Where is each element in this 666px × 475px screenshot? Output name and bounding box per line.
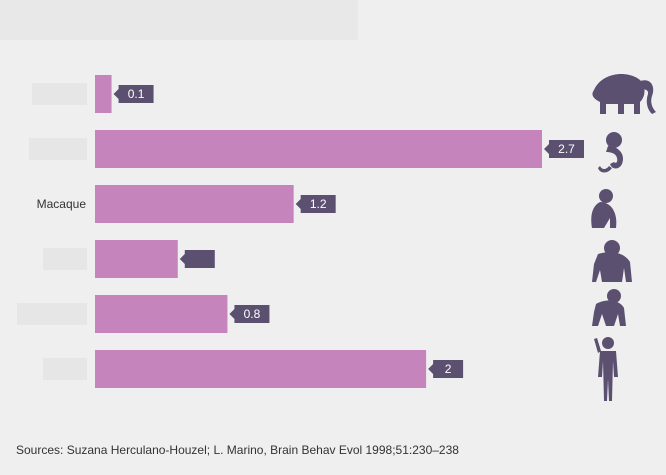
bar [95, 75, 112, 113]
value-label: 1.2 [310, 197, 327, 211]
source-note: Sources: Suzana Herculano-Houzel; L. Mar… [16, 443, 459, 457]
value-label: 0.1 [128, 87, 145, 101]
monkey-icon [598, 132, 624, 173]
category-placeholder [43, 248, 87, 270]
bar [95, 185, 294, 223]
value-label-box [113, 85, 154, 103]
chimpanzee-icon [592, 289, 626, 326]
bar [95, 350, 427, 388]
value-label: 2 [445, 362, 452, 376]
bar [95, 240, 178, 278]
category-placeholder [17, 303, 87, 325]
bar [95, 295, 228, 333]
title-placeholder [0, 0, 358, 40]
human-icon [594, 337, 618, 401]
macaque-icon [591, 189, 617, 228]
category-placeholder [29, 138, 87, 160]
value-label: 0.8 [244, 307, 261, 321]
value-label-box [544, 140, 584, 158]
gorilla-icon [592, 240, 632, 282]
bar [95, 130, 542, 168]
value-label-box [179, 250, 215, 268]
category-placeholder [43, 358, 87, 380]
value-label-box [295, 195, 336, 213]
category-placeholder [32, 83, 87, 105]
value-label-box [229, 305, 270, 323]
value-label-box [428, 360, 464, 378]
category-label: Macaque [37, 197, 87, 211]
value-label: 2.7 [558, 142, 575, 156]
elephant-icon [592, 74, 656, 114]
